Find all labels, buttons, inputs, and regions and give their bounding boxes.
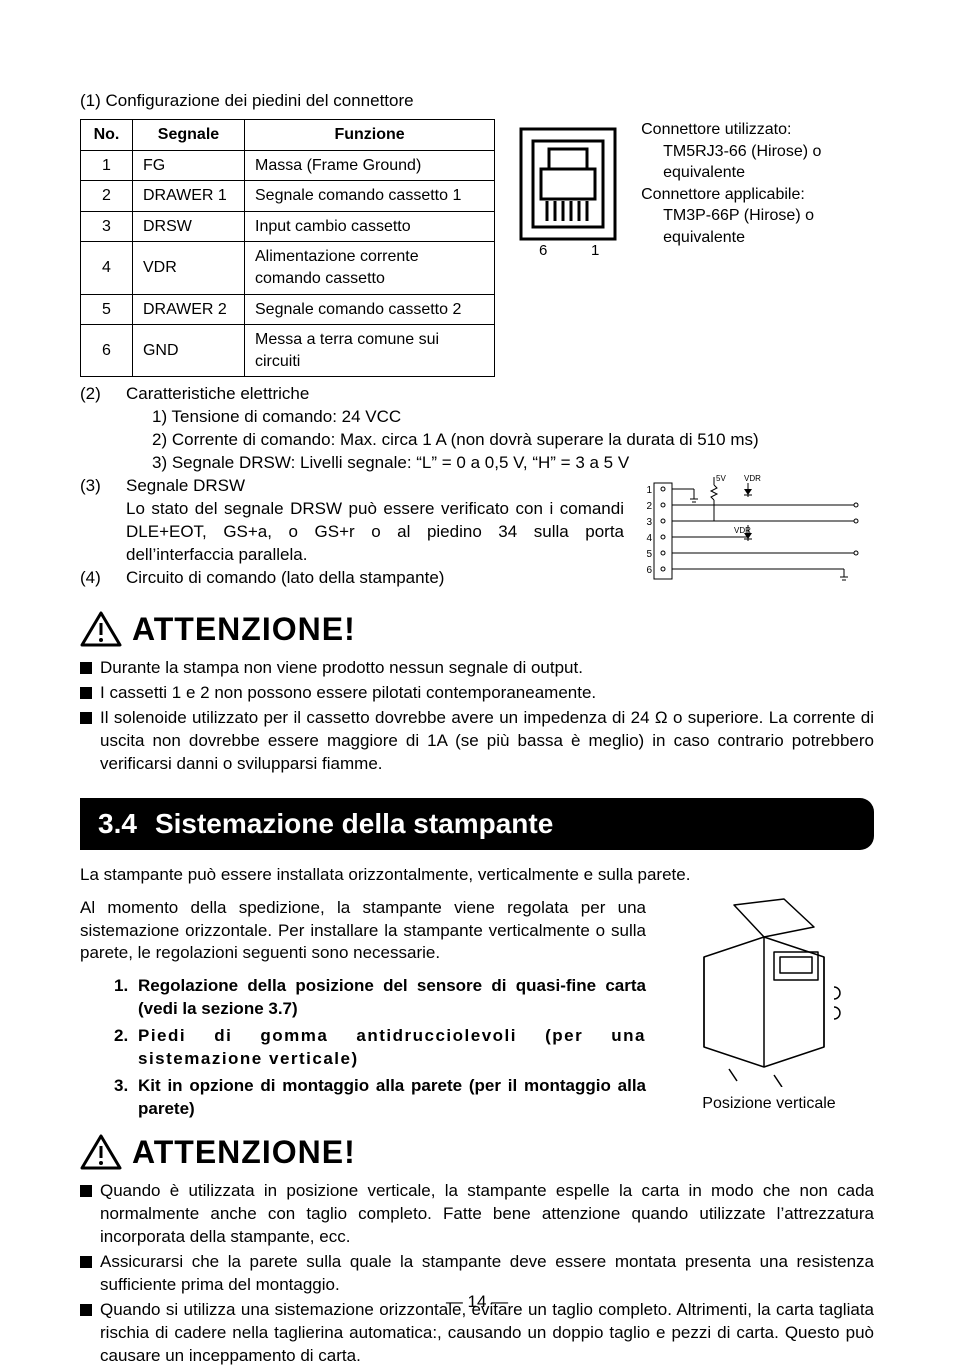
pin-th-funzione: Funzione: [245, 119, 495, 150]
table-row: 5 DRAWER 2 Segnale comando cassetto 2: [81, 294, 495, 325]
cell: 6: [81, 325, 133, 377]
conn-applicable-label: Connettore applicabile:: [641, 184, 874, 206]
setup-p1: La stampante può essere installata orizz…: [80, 864, 874, 887]
cell: 1: [81, 150, 133, 181]
cell: VDR: [132, 242, 244, 294]
setup-steps: 1.Regolazione della posizione del sensor…: [80, 975, 646, 1121]
cell: FG: [132, 150, 244, 181]
conn-used-value: TM5RJ3-66 (Hirose) o equivalente: [641, 141, 874, 184]
spec4-num: (4): [80, 567, 126, 590]
pin-th-no: No.: [81, 119, 133, 150]
cell: 4: [81, 242, 133, 294]
table-row: 2 DRAWER 1 Segnale comando cassetto 1: [81, 181, 495, 212]
bullet-icon: [80, 662, 92, 674]
spec4-title: Circuito di comando (lato della stampant…: [126, 567, 624, 590]
cell: Massa (Frame Ground): [245, 150, 495, 181]
cell: DRAWER 2: [132, 294, 244, 325]
bullet-icon: [80, 1185, 92, 1197]
attenzione2-heading: ATTENZIONE!: [80, 1131, 874, 1174]
section-title: Sistemazione della stampante: [155, 805, 553, 843]
step-text: Piedi di gomma antidrucciolevoli (per un…: [138, 1025, 646, 1071]
cell: DRAWER 1: [132, 181, 244, 212]
table-row: 4 VDR Alimentazione corrente comando cas…: [81, 242, 495, 294]
cell: Segnale comando cassetto 1: [245, 181, 495, 212]
attenzione2-title: ATTENZIONE!: [132, 1131, 356, 1174]
attenzione1-heading: ATTENZIONE!: [80, 608, 874, 651]
step-num: 3.: [114, 1075, 138, 1121]
attenzione2-list: Quando è utilizzata in posizione vertica…: [80, 1180, 874, 1368]
table-row: 3 DRSW Input cambio cassetto: [81, 211, 495, 242]
step-num: 1.: [114, 975, 138, 1021]
figure-caption: Posizione verticale: [664, 1093, 874, 1115]
svg-text:4: 4: [646, 533, 652, 544]
section-number: 3.4: [98, 805, 137, 843]
svg-text:5: 5: [646, 549, 652, 560]
warn-item: Durante la stampa non viene prodotto nes…: [100, 657, 874, 680]
svg-text:1: 1: [646, 485, 652, 496]
cell: DRSW: [132, 211, 244, 242]
connector-info: Connettore utilizzato: TM5RJ3-66 (Hirose…: [641, 119, 874, 249]
table-row: 6 GND Messa a terra comune sui circuiti: [81, 325, 495, 377]
pin6-label: 6: [539, 242, 547, 259]
cell: Input cambio cassetto: [245, 211, 495, 242]
attenzione1-list: Durante la stampa non viene prodotto nes…: [80, 657, 874, 776]
bullet-icon: [80, 1256, 92, 1268]
section1-label: (1) Configurazione dei piedini del conne…: [80, 90, 874, 113]
cell: Alimentazione corrente comando cassetto: [245, 242, 495, 294]
step-text: Kit in opzione di montaggio alla parete …: [138, 1075, 646, 1121]
warning-icon: [80, 611, 122, 649]
cell: 5: [81, 294, 133, 325]
warn-item: I cassetti 1 e 2 non possono essere pilo…: [100, 682, 874, 705]
pin1-label: 1: [591, 242, 599, 259]
connector-icon: 6 1: [513, 119, 623, 276]
printer-figure: Posizione verticale: [664, 897, 874, 1115]
attenzione1-title: ATTENZIONE!: [132, 608, 356, 651]
step-text: Regolazione della posizione del sensore …: [138, 975, 646, 1021]
setup-row: Al momento della spedizione, la stampant…: [80, 897, 874, 1125]
svg-text:5V: 5V: [716, 475, 726, 483]
page-number: — 14 —: [0, 1291, 954, 1314]
specs: (2) Caratteristiche elettriche 1) Tensio…: [80, 383, 874, 602]
circuit-diagram: 1 2 3 4 5 6 5V VDR: [644, 475, 874, 602]
warn-item: Quando è utilizzata in posizione vertica…: [100, 1180, 874, 1249]
bullet-icon: [80, 712, 92, 724]
warning-icon: [80, 1134, 122, 1172]
spec2-line2: 2) Corrente di comando: Max. circa 1 A (…: [126, 429, 874, 452]
warn-item: Assicurarsi che la parete sulla quale la…: [100, 1251, 874, 1297]
section-bar: 3.4 Sistemazione della stampante: [80, 798, 874, 850]
cell: Messa a terra comune sui circuiti: [245, 325, 495, 377]
pin-table: No. Segnale Funzione 1 FG Massa (Frame G…: [80, 119, 495, 377]
cell: GND: [132, 325, 244, 377]
spec2-num: (2): [80, 383, 126, 475]
svg-text:2: 2: [646, 501, 652, 512]
spec2-line1: 1) Tensione di comando: 24 VCC: [126, 406, 874, 429]
warn-item: Il solenoide utilizzato per il cassetto …: [100, 707, 874, 776]
cell: 3: [81, 211, 133, 242]
setup-p2: Al momento della spedizione, la stampant…: [80, 897, 646, 966]
svg-text:6: 6: [646, 565, 652, 576]
spec3-num: (3): [80, 475, 126, 567]
conn-applicable-value: TM3P-66P (Hirose) o equivalente: [641, 205, 874, 248]
top-row: No. Segnale Funzione 1 FG Massa (Frame G…: [80, 119, 874, 377]
svg-text:3: 3: [646, 517, 652, 528]
conn-used-label: Connettore utilizzato:: [641, 119, 874, 141]
svg-text:VDR: VDR: [744, 475, 761, 483]
cell: 2: [81, 181, 133, 212]
bullet-icon: [80, 687, 92, 699]
spec2-title: Caratteristiche elettriche: [126, 383, 874, 406]
spec2-line3: 3) Segnale DRSW: Livelli segnale: “L” = …: [126, 452, 874, 475]
table-row: 1 FG Massa (Frame Ground): [81, 150, 495, 181]
spec3-body: Lo stato del segnale DRSW può essere ver…: [126, 498, 624, 567]
cell: Segnale comando cassetto 2: [245, 294, 495, 325]
spec3-title: Segnale DRSW: [126, 475, 624, 498]
pin-th-segnale: Segnale: [132, 119, 244, 150]
step-num: 2.: [114, 1025, 138, 1071]
